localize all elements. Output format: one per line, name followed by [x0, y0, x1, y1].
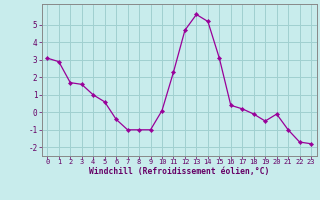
X-axis label: Windchill (Refroidissement éolien,°C): Windchill (Refroidissement éolien,°C)	[89, 167, 269, 176]
